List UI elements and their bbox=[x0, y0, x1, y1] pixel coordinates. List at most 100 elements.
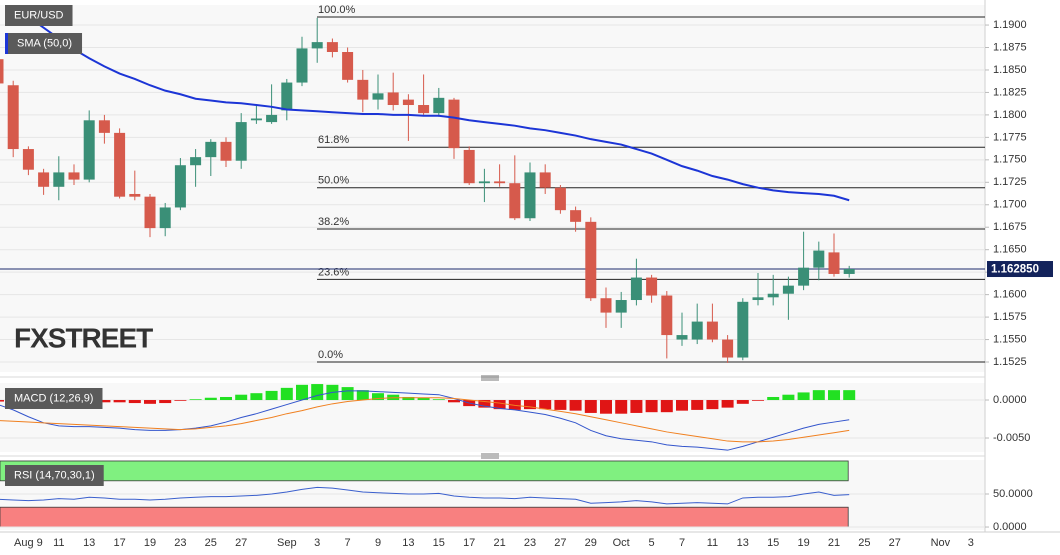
histogram-bar bbox=[448, 400, 460, 403]
candle-body bbox=[524, 172, 536, 219]
y-tick-label: 1.1800 bbox=[993, 109, 1027, 121]
candle-body bbox=[38, 172, 50, 187]
resize-handle[interactable] bbox=[481, 453, 499, 459]
y-tick-label: 1.1575 bbox=[993, 311, 1027, 323]
x-tick-label: 5 bbox=[649, 537, 655, 549]
candle-body bbox=[0, 59, 4, 84]
histogram-bar bbox=[752, 400, 764, 401]
x-tick-label: 9 bbox=[375, 537, 381, 549]
candle-body bbox=[706, 321, 718, 340]
candle-body bbox=[250, 118, 262, 121]
candle-body bbox=[554, 187, 566, 211]
x-tick-label: 27 bbox=[889, 537, 901, 549]
legend-entry-box[interactable] bbox=[5, 5, 73, 26]
watermark: FXSTREET bbox=[14, 322, 153, 353]
x-tick-label: Aug 9 bbox=[14, 537, 43, 549]
resize-handle[interactable] bbox=[481, 375, 499, 381]
x-tick-label: 21 bbox=[493, 537, 505, 549]
histogram-bar bbox=[189, 399, 202, 401]
x-tick-label: 7 bbox=[345, 537, 351, 549]
candle-body bbox=[843, 269, 855, 274]
y-tick-label: 1.1525 bbox=[993, 356, 1027, 368]
candle-body bbox=[509, 183, 521, 219]
candle-body bbox=[782, 285, 794, 294]
x-tick-label: 19 bbox=[797, 537, 809, 549]
indicator-line bbox=[0, 397, 850, 443]
y-tick-label: 1.1775 bbox=[993, 131, 1027, 143]
y-tick-label: -0.0050 bbox=[993, 432, 1030, 444]
y-tick-label: 1.1600 bbox=[993, 289, 1027, 301]
x-tick-label: 17 bbox=[463, 537, 475, 549]
histogram-bar bbox=[630, 400, 643, 413]
histogram-bar bbox=[584, 400, 597, 413]
histogram-bar bbox=[569, 400, 582, 411]
candle-body bbox=[722, 339, 734, 358]
candle-body bbox=[311, 42, 323, 49]
histogram-bar bbox=[356, 390, 369, 401]
histogram-bar bbox=[311, 384, 324, 401]
x-tick-label: 25 bbox=[858, 537, 870, 549]
histogram-bar bbox=[691, 400, 704, 410]
histogram-bar bbox=[539, 400, 552, 410]
candle-body bbox=[83, 120, 95, 180]
histogram-bar bbox=[113, 400, 126, 403]
x-tick-label: 19 bbox=[144, 537, 156, 549]
histogram-bar bbox=[645, 400, 658, 413]
indicator-legend-box[interactable] bbox=[5, 388, 103, 409]
x-tick-label: 3 bbox=[314, 537, 320, 549]
candle-body bbox=[767, 293, 779, 298]
x-tick-label: 21 bbox=[828, 537, 840, 549]
histogram-bar bbox=[159, 400, 172, 404]
candle-body bbox=[433, 97, 445, 114]
histogram-bar bbox=[721, 400, 734, 408]
histogram-bar bbox=[524, 400, 536, 410]
legend-entry: EUR/USD bbox=[14, 9, 64, 21]
last-price-label: 1.162850 bbox=[991, 264, 1039, 276]
legend-entry-swatch bbox=[5, 33, 8, 54]
histogram-bar bbox=[144, 400, 156, 404]
x-tick-label: 29 bbox=[585, 537, 597, 549]
candle-body bbox=[387, 92, 399, 106]
histogram-bar bbox=[402, 396, 415, 401]
histogram-bar bbox=[706, 400, 719, 410]
candle-body bbox=[22, 149, 34, 170]
candle-body bbox=[691, 321, 703, 340]
y-tick-label: 50.0000 bbox=[993, 488, 1033, 500]
indicator-line bbox=[0, 390, 850, 451]
candle-body bbox=[372, 93, 384, 100]
histogram-bar bbox=[174, 400, 187, 401]
histogram-bar bbox=[417, 397, 430, 401]
candle-body bbox=[98, 120, 110, 133]
histogram-bar bbox=[600, 400, 612, 414]
candle-body bbox=[539, 172, 551, 188]
x-tick-label: 27 bbox=[554, 537, 566, 549]
candle-body bbox=[220, 141, 232, 161]
candle-body bbox=[174, 165, 186, 208]
histogram-bar bbox=[432, 399, 445, 401]
histogram-bar bbox=[250, 393, 263, 401]
histogram-bar bbox=[0, 400, 4, 402]
y-tick-label: 1.1900 bbox=[993, 19, 1027, 31]
x-tick-label: 13 bbox=[83, 537, 95, 549]
candle-body bbox=[326, 42, 338, 52]
candle-body bbox=[129, 193, 141, 197]
indicator-legend-box[interactable] bbox=[5, 465, 104, 486]
histogram-bar bbox=[797, 392, 810, 401]
legend-entry-box[interactable] bbox=[5, 33, 83, 54]
rsi-band bbox=[0, 460, 849, 482]
y-tick-label: 1.1550 bbox=[993, 333, 1027, 345]
candle-body bbox=[235, 122, 247, 161]
x-tick-label: 15 bbox=[767, 537, 779, 549]
histogram-bar bbox=[296, 384, 308, 401]
rsi-plot bbox=[0, 460, 985, 528]
histogram-bar bbox=[782, 394, 795, 401]
legend-entry: SMA (50,0) bbox=[17, 37, 72, 49]
candle-body bbox=[205, 141, 217, 158]
candle-body bbox=[570, 210, 582, 222]
candle-body bbox=[661, 295, 673, 336]
x-tick-label: 27 bbox=[235, 537, 247, 549]
histogram-bar bbox=[554, 400, 567, 410]
histogram-bar bbox=[812, 390, 825, 401]
indicator-line bbox=[0, 486, 850, 505]
